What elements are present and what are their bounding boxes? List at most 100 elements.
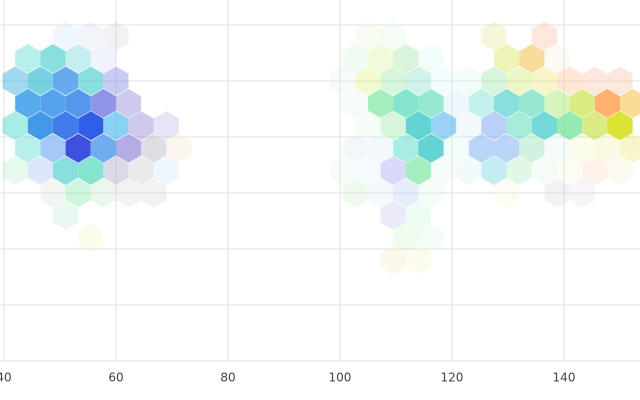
hex-cell bbox=[456, 111, 482, 141]
hex-cell bbox=[53, 156, 79, 186]
hex-cell bbox=[380, 21, 406, 51]
hex-cell bbox=[380, 66, 406, 96]
hex-cell bbox=[481, 111, 507, 141]
hex-cell bbox=[116, 133, 142, 163]
hex-cell bbox=[418, 133, 444, 163]
hex-cell bbox=[65, 133, 91, 163]
hex-cell bbox=[393, 44, 419, 74]
hex-cell bbox=[27, 66, 53, 96]
hex-cell bbox=[342, 178, 368, 208]
hex-cell bbox=[431, 66, 457, 96]
hex-cell bbox=[456, 66, 482, 96]
hex-cell bbox=[103, 21, 129, 51]
hex-cell bbox=[342, 133, 368, 163]
hex-cell bbox=[557, 111, 583, 141]
hex-cell bbox=[65, 88, 91, 118]
hex-cell bbox=[531, 21, 557, 51]
hex-cell bbox=[90, 178, 116, 208]
hex-cell bbox=[431, 156, 457, 186]
hex-cell bbox=[103, 111, 129, 141]
hex-cell bbox=[544, 178, 570, 208]
hex-cell bbox=[53, 200, 79, 230]
hex-cell bbox=[78, 223, 104, 253]
hex-cell bbox=[153, 111, 179, 141]
hex-cell bbox=[368, 133, 394, 163]
hex-cell bbox=[27, 111, 53, 141]
hex-cell bbox=[607, 66, 633, 96]
hex-cell bbox=[330, 66, 356, 96]
hex-cell bbox=[582, 156, 608, 186]
hex-cell bbox=[368, 44, 394, 74]
hex-cell bbox=[15, 88, 41, 118]
hex-cell bbox=[393, 223, 419, 253]
hex-cell bbox=[65, 44, 91, 74]
hex-cell bbox=[90, 133, 116, 163]
hex-cell bbox=[103, 156, 129, 186]
hex-cell bbox=[141, 133, 167, 163]
hex-cell bbox=[405, 156, 431, 186]
hex-cell bbox=[393, 178, 419, 208]
hex-cell bbox=[380, 111, 406, 141]
hex-cell bbox=[418, 88, 444, 118]
x-tick-label: 120 bbox=[441, 371, 464, 385]
hex-cell bbox=[431, 111, 457, 141]
hex-cell bbox=[393, 88, 419, 118]
hex-cell bbox=[103, 66, 129, 96]
hex-cell bbox=[418, 178, 444, 208]
hex-cell bbox=[166, 133, 192, 163]
hex-cell bbox=[355, 111, 381, 141]
hex-cell bbox=[494, 44, 520, 74]
hex-cell bbox=[116, 178, 142, 208]
hex-cell bbox=[53, 111, 79, 141]
hex-cell bbox=[90, 44, 116, 74]
hex-cell bbox=[443, 88, 469, 118]
hex-cell bbox=[65, 178, 91, 208]
hex-cell bbox=[15, 44, 41, 74]
hex-cell bbox=[355, 156, 381, 186]
hex-cell bbox=[128, 111, 154, 141]
hex-cell bbox=[531, 111, 557, 141]
hex-cell bbox=[116, 88, 142, 118]
hex-cell bbox=[40, 88, 66, 118]
hex-cell bbox=[569, 88, 595, 118]
hex-cell bbox=[620, 88, 640, 118]
hex-cell bbox=[481, 21, 507, 51]
hex-cell bbox=[78, 156, 104, 186]
hex-cell bbox=[40, 133, 66, 163]
hex-cell bbox=[53, 21, 79, 51]
hex-cell bbox=[506, 66, 532, 96]
hex-cell bbox=[355, 66, 381, 96]
hex-cell bbox=[594, 88, 620, 118]
hex-cell bbox=[494, 133, 520, 163]
hex-cell bbox=[53, 66, 79, 96]
hex-cell bbox=[342, 44, 368, 74]
hex-cell bbox=[393, 133, 419, 163]
hex-cell bbox=[40, 178, 66, 208]
hex-cell bbox=[557, 66, 583, 96]
hex-cell bbox=[607, 156, 633, 186]
x-tick-label: 100 bbox=[329, 371, 352, 385]
hex-cell bbox=[78, 111, 104, 141]
hex-cell bbox=[405, 111, 431, 141]
hex-cell bbox=[569, 133, 595, 163]
hex-cell bbox=[368, 88, 394, 118]
hex-cell bbox=[544, 44, 570, 74]
hex-cell bbox=[582, 111, 608, 141]
hex-cell bbox=[481, 156, 507, 186]
hex-cell bbox=[418, 223, 444, 253]
hex-cell bbox=[153, 156, 179, 186]
hex-cell bbox=[15, 133, 41, 163]
hex-cell bbox=[519, 44, 545, 74]
hex-cell bbox=[355, 21, 381, 51]
hex-cell bbox=[519, 88, 545, 118]
hex-cell bbox=[519, 133, 545, 163]
hex-cell bbox=[368, 178, 394, 208]
hex-cell bbox=[2, 111, 28, 141]
hex-cell bbox=[2, 156, 28, 186]
hex-cell bbox=[342, 88, 368, 118]
hex-cell bbox=[544, 133, 570, 163]
hex-cell bbox=[380, 156, 406, 186]
hex-cell bbox=[78, 21, 104, 51]
hex-cell bbox=[531, 66, 557, 96]
